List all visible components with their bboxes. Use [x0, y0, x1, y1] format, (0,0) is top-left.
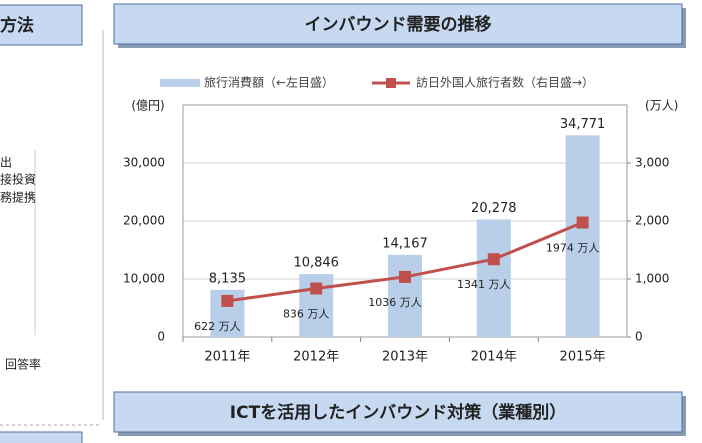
line-value-label: 1974 万人 [546, 242, 600, 255]
legend-label: 旅行消費額（←左目盛） [204, 75, 334, 90]
footer-title: ICTを活用したインバウンド対策（業種別） [230, 402, 566, 423]
title-box [113, 3, 683, 45]
chart-title: インバウンド需要の推移 [305, 14, 492, 35]
bar-value-label: 20,278 [471, 201, 517, 216]
legend-marker [386, 78, 396, 88]
line-marker [576, 216, 589, 229]
legend-swatch [160, 79, 200, 87]
x-tick-label: 2013年 [382, 350, 428, 365]
bar-value-label: 34,771 [560, 117, 606, 132]
line-value-label: 1341 万人 [457, 278, 511, 291]
y-tick-label: 30,000 [123, 156, 165, 170]
x-tick-label: 2015年 [560, 350, 606, 365]
x-tick-label: 2014年 [471, 350, 517, 365]
y2-tick-label: 1,000 [635, 272, 669, 286]
y2-tick-label: 0 [635, 330, 643, 344]
y2-tick-label: 2,000 [635, 214, 669, 228]
line-value-label: 1036 万人 [368, 296, 422, 309]
left-title-box [0, 4, 83, 46]
left-text: 接投資 [0, 172, 36, 187]
left-text: 務提携 [0, 190, 36, 205]
bar [388, 254, 422, 337]
line-marker [221, 294, 234, 307]
y-tick-label: 10,000 [123, 272, 165, 286]
bar-value-label: 14,167 [382, 236, 428, 251]
left-title: 方法 [0, 15, 34, 36]
bar-value-label: 10,846 [293, 256, 339, 271]
line-marker [310, 282, 323, 295]
line-value-label: 622 万人 [194, 320, 241, 333]
y2-tick-label: 3,000 [635, 156, 669, 170]
y-tick-label: 0 [157, 330, 165, 344]
left-text: 出 [0, 156, 12, 170]
footer-box [113, 391, 683, 433]
line-marker [399, 270, 411, 283]
left-footer: 回答率 [5, 357, 41, 372]
line-value-label: 836 万人 [283, 308, 330, 321]
bar-value-label: 8,135 [209, 271, 246, 286]
x-tick-label: 2012年 [293, 350, 339, 365]
y-tick-label: 20,000 [123, 214, 165, 228]
x-tick-label: 2011年 [204, 350, 250, 365]
y-axis-label: (億円) [131, 99, 164, 113]
y2-axis-label: (万人) [645, 99, 678, 113]
legend-label: 訪日外国人旅行者数（右目盛→） [416, 75, 594, 90]
bar [565, 135, 600, 337]
line-marker [487, 253, 500, 266]
bar [476, 219, 511, 337]
left-bottom-box [0, 431, 83, 443]
